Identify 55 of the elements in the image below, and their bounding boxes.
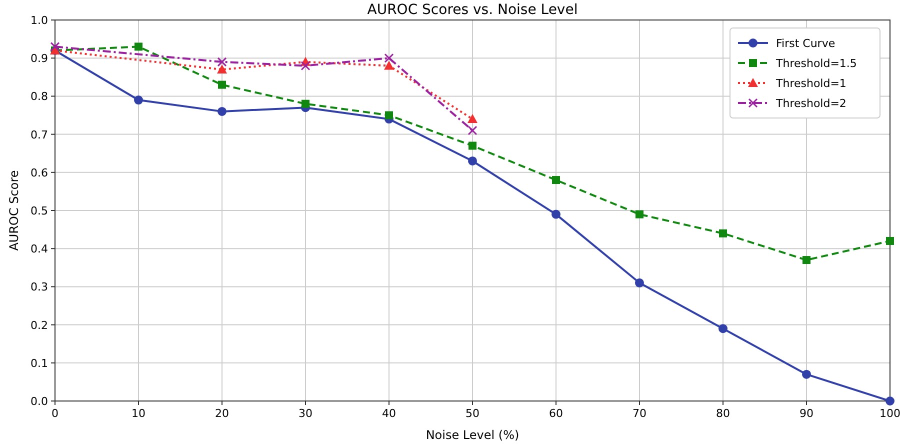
x-tick-label: 0 bbox=[52, 407, 58, 420]
y-tick-label: 0.1 bbox=[30, 356, 48, 370]
x-tick-label: 80 bbox=[716, 407, 730, 420]
legend-label: Threshold=1.5 bbox=[775, 57, 857, 70]
x-tick-label: 40 bbox=[382, 407, 396, 420]
legend-label: First Curve bbox=[776, 37, 836, 50]
point bbox=[886, 236, 894, 245]
point bbox=[50, 42, 60, 52]
legend-label: Threshold=2 bbox=[775, 97, 846, 110]
x-tick-label: 70 bbox=[632, 407, 646, 420]
y-tick-label: 1.0 bbox=[30, 14, 48, 27]
point bbox=[468, 142, 476, 150]
y-tick-label: 0.3 bbox=[30, 280, 48, 294]
x-tick-label: 20 bbox=[215, 407, 229, 420]
point bbox=[552, 210, 560, 219]
point bbox=[302, 100, 310, 108]
x-tick-label: 50 bbox=[466, 407, 480, 420]
y-tick-label: 0.6 bbox=[30, 166, 48, 180]
point bbox=[217, 57, 227, 67]
point bbox=[218, 80, 226, 89]
y-tick-label: 0.7 bbox=[30, 128, 48, 142]
x-tick-label: 60 bbox=[549, 407, 563, 420]
point bbox=[468, 114, 478, 124]
point bbox=[468, 156, 477, 166]
point bbox=[384, 53, 394, 63]
x-tick-label: 30 bbox=[298, 407, 312, 420]
y-tick-label: 0.2 bbox=[30, 318, 48, 332]
point bbox=[217, 64, 227, 74]
point bbox=[300, 60, 310, 70]
point bbox=[384, 60, 394, 70]
x-tick-label: 90 bbox=[800, 407, 814, 420]
y-tick-label: 0.9 bbox=[30, 52, 48, 66]
x-axis-title: Noise Level (%) bbox=[426, 428, 520, 442]
point bbox=[802, 256, 810, 264]
y-axis-title: AUROC Score bbox=[7, 170, 21, 251]
point bbox=[802, 370, 811, 379]
y-tick-label: 0.0 bbox=[30, 395, 48, 408]
point bbox=[718, 324, 728, 334]
point bbox=[886, 396, 894, 406]
point bbox=[636, 210, 644, 218]
point bbox=[635, 278, 644, 288]
chart-title: AUROC Scores vs. Noise Level bbox=[367, 2, 578, 18]
point bbox=[468, 126, 478, 136]
legend-label: Threshold=1 bbox=[775, 77, 846, 90]
point bbox=[218, 106, 226, 116]
y-tick-label: 0.5 bbox=[30, 204, 48, 218]
x-tick-label: 100 bbox=[880, 407, 900, 420]
x-tick-label: 10 bbox=[132, 407, 146, 420]
point bbox=[134, 96, 143, 105]
point bbox=[552, 176, 560, 184]
y-tick-label: 0.8 bbox=[30, 90, 48, 104]
y-tick-label: 0.4 bbox=[30, 242, 48, 256]
point bbox=[719, 229, 727, 238]
point bbox=[134, 42, 142, 51]
point bbox=[385, 111, 393, 120]
